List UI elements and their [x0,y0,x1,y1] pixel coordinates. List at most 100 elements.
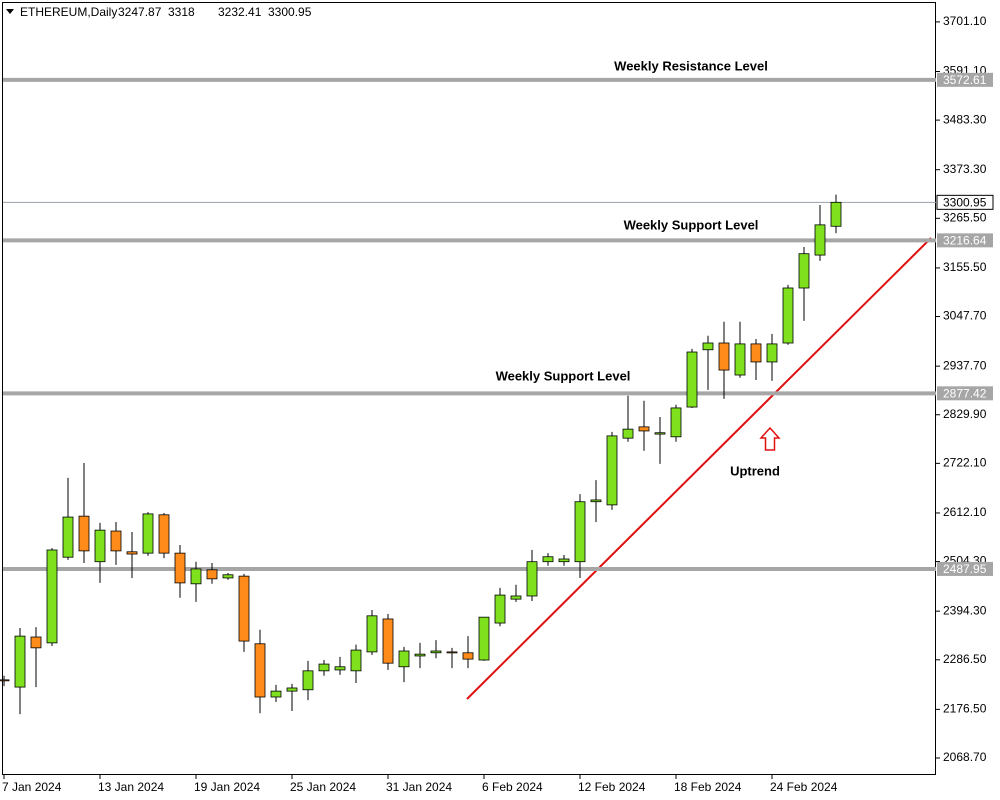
y-tick-label: 2937.70 [943,358,987,372]
plot-border [2,2,936,775]
x-tick-label: 25 Jan 2024 [290,780,356,794]
price-label: 3300.95 [943,196,987,210]
level-label-box [937,72,993,87]
candle-body [542,556,554,563]
header-open: 3247.87 [118,5,162,19]
candle-body [734,343,746,376]
x-tick-label: 31 Jan 2024 [386,780,452,794]
candle-body [334,666,346,671]
candle-body [318,663,330,672]
candle-body [494,594,506,624]
candle-body [350,649,362,672]
y-tick-label: 3265.50 [943,210,987,224]
y-tick-label: 2829.90 [943,407,987,421]
y-tick-label: 2612.10 [943,505,987,519]
candle-body [0,679,10,682]
y-tick-label: 3701.10 [943,14,987,28]
candle-body [558,558,570,563]
header-close: 3300.95 [268,5,312,19]
candle-body [366,615,378,653]
candle-body [174,552,186,584]
level-label-box [937,233,993,248]
y-tick-label: 3373.30 [943,162,987,176]
up-arrow [759,426,781,451]
level-label: 2877.42 [943,386,987,400]
candle-body [766,343,778,363]
candle-body [14,635,26,688]
candle-body [830,201,842,227]
candle-body [62,516,74,558]
candle-body [270,690,282,698]
annotation: Weekly Support Level [496,368,631,383]
candle-body [750,343,762,363]
candle-body [254,643,266,698]
candle-body [718,342,730,371]
level-label-box [937,386,993,401]
candle-body [414,653,426,657]
x-tick-label: 19 Jan 2024 [194,780,260,794]
candle-body [798,253,810,289]
candle-body [462,652,474,660]
y-tick-label: 3155.50 [943,260,987,274]
candle-body [510,595,522,600]
level-label: 3216.64 [943,234,987,248]
candle-body [686,351,698,408]
x-tick-label: 24 Feb 2024 [770,780,838,794]
level-label-box [937,561,993,576]
candle-body [46,549,58,644]
menu-triangle[interactable] [6,9,14,14]
y-tick-label: 2722.10 [943,456,987,470]
candle-body [78,515,90,552]
candle-body [622,428,634,439]
x-tick-label: 7 Jan 2024 [2,780,62,794]
candle-body [238,575,250,642]
candle-body [190,568,202,585]
price-label-box [936,194,994,210]
y-tick-label: 2394.30 [943,603,987,617]
y-tick-label: 2286.50 [943,652,987,666]
x-tick-label: 6 Feb 2024 [482,780,543,794]
candle-body [478,616,490,661]
candle-body [286,687,298,692]
candle-body [590,499,602,503]
candle-body [110,530,122,552]
level-label: 3572.61 [943,73,987,87]
candle-body [702,342,714,351]
candle-body [142,513,154,554]
candle-body [30,636,42,649]
candle-body [398,650,410,668]
annotation: Weekly Support Level [624,217,759,232]
header: ETHEREUM,Daily 3247.87 3318 3232.41 3300… [20,5,312,19]
candle-body [94,529,106,563]
candle-body [382,618,394,664]
candle-body [206,569,218,580]
annotation: Weekly Resistance Level [614,58,768,73]
chart-title: ETHEREUM,Daily [20,5,117,19]
x-tick-label: 13 Jan 2024 [98,780,164,794]
level-label: 2487.95 [943,562,987,576]
y-tick-label: 2176.50 [943,702,987,716]
candle-body [158,514,170,554]
candle-body [606,435,618,506]
candle-body [430,650,442,654]
x-tick-label: 18 Feb 2024 [674,780,742,794]
candle-body [574,501,586,563]
candle-body [302,670,314,691]
candle-body [782,287,794,344]
header-high: 3318 [168,5,195,19]
candle-body [222,574,234,579]
candle-body [446,651,458,654]
y-tick-label: 3047.70 [943,309,987,323]
candle-body [670,407,682,438]
candle-body [814,224,826,256]
y-tick-label: 3483.30 [943,112,987,126]
candle-body [638,426,650,432]
header-low: 3232.41 [218,5,262,19]
y-tick-label: 2068.70 [943,750,987,764]
candle-body [526,561,538,597]
annotation: Uptrend [730,463,780,478]
trend-line [466,237,932,700]
